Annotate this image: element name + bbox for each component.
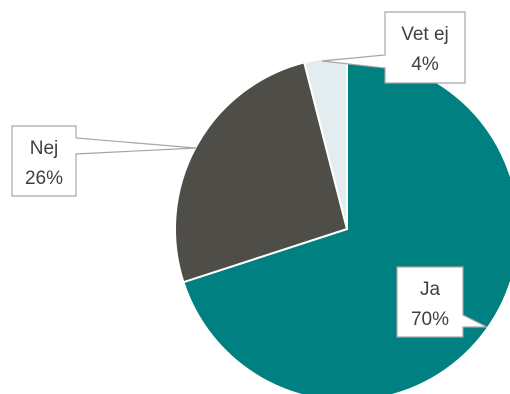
data-label-vet-ej: Vet ej 4% — [321, 11, 466, 84]
slice-category-label: Nej — [30, 138, 59, 159]
slice-value-label: 26% — [25, 168, 63, 189]
data-label-ja: Ja 70% — [396, 266, 488, 338]
pie-slice-nej — [174, 61, 349, 284]
slice-value-label: 4% — [411, 54, 439, 75]
slice-value-label: 70% — [411, 309, 449, 330]
callout-box — [11, 125, 197, 197]
callout-box — [396, 266, 488, 338]
data-label-callouts: Ja 70% Nej 26% Vet ej 4% — [11, 11, 488, 338]
slice-category-label: Ja — [420, 279, 441, 300]
pie-slice-vet-ej — [303, 55, 348, 230]
callout-box — [321, 11, 466, 84]
pie-slices — [174, 55, 510, 394]
data-label-nej: Nej 26% — [11, 125, 197, 197]
slice-category-label: Vet ej — [401, 24, 449, 45]
